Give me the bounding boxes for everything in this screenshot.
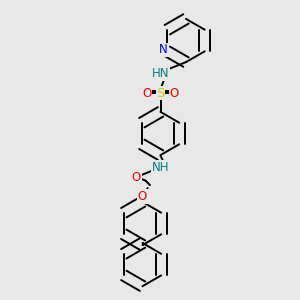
Text: O: O: [142, 86, 152, 100]
Text: O: O: [138, 190, 147, 203]
Text: O: O: [132, 171, 141, 184]
Text: N: N: [158, 43, 167, 56]
Text: O: O: [169, 86, 178, 100]
Text: HN: HN: [152, 67, 169, 80]
Text: NH: NH: [152, 160, 169, 174]
Text: S: S: [156, 86, 165, 100]
